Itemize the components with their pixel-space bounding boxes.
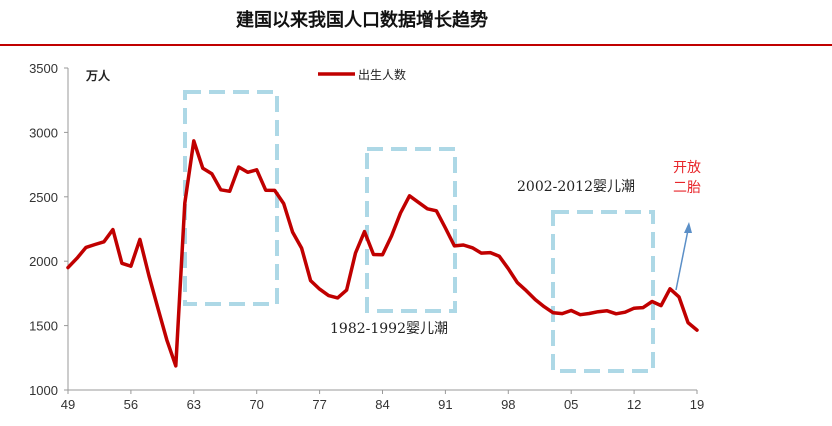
- x-tick-label: 91: [438, 397, 452, 412]
- legend: 出生人数: [318, 67, 406, 82]
- arrow-icon: [675, 222, 692, 291]
- x-tick-label: 19: [690, 397, 704, 412]
- highlight-box-1962-1971: [183, 90, 279, 306]
- x-tick-label: 12: [627, 397, 641, 412]
- highlight-box-2002-2012: [551, 210, 655, 373]
- x-tick-label: 77: [312, 397, 326, 412]
- highlight-box-1982-1992: [365, 147, 457, 313]
- y-tick-label: 3000: [29, 125, 58, 140]
- annotation-1982-1992: 1982-1992婴儿潮: [330, 321, 448, 337]
- annotation-2002-2012: 2002-2012婴儿潮: [517, 179, 635, 195]
- x-tick-label: 05: [564, 397, 578, 412]
- x-tick-label: 49: [61, 397, 75, 412]
- x-tick-label: 98: [501, 397, 515, 412]
- y-tick-label: 1500: [29, 319, 58, 334]
- series-line-births: [66, 139, 699, 368]
- x-tick-label: 70: [249, 397, 263, 412]
- x-tick-label: 56: [124, 397, 138, 412]
- y-tick-label: 2500: [29, 190, 58, 205]
- x-tick-group: 49 56 63 70 77 84 91 98 05 12 19: [61, 390, 704, 412]
- y-tick-label: 1000: [29, 383, 58, 398]
- annotation-two-child-line1: 开放: [673, 160, 701, 176]
- annotation-two-child-line2: 二胎: [673, 180, 701, 196]
- y-tick-label: 2000: [29, 254, 58, 269]
- legend-label: 出生人数: [358, 67, 406, 82]
- y-tick-group: 1000 1500 2000 2500 3000 3500: [29, 61, 68, 398]
- x-tick-label: 84: [375, 397, 389, 412]
- unit-label: 万人: [85, 68, 111, 83]
- chart-title: 建国以来我国人口数据增长趋势: [236, 9, 488, 31]
- y-tick-label: 3500: [29, 61, 58, 76]
- x-tick-label: 63: [187, 397, 201, 412]
